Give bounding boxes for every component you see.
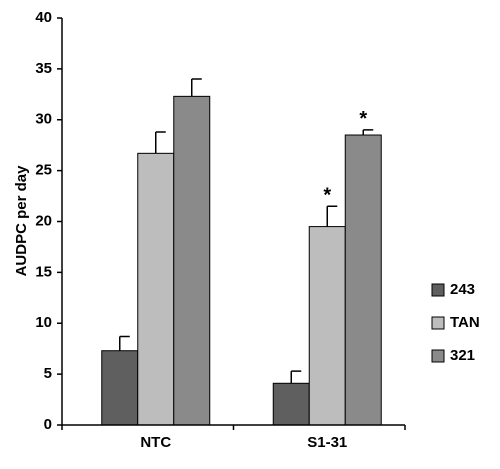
bar [173,95,211,426]
x-tick-label: S1-31 [307,434,347,451]
error-bar [362,129,374,136]
y-tick-label: 15 [35,263,52,280]
y-tick-label: 10 [35,314,52,331]
error-bar [155,131,166,154]
y-tick-label: 30 [35,111,52,128]
y-tick-label: 20 [35,212,52,229]
y-tick-label: 35 [35,60,52,77]
error-bar [191,78,202,97]
bar [308,226,346,426]
legend-label: TAN [450,314,480,331]
y-axis-label: AUDPC per day [13,165,30,277]
bar [137,152,175,426]
bar [272,382,310,426]
legend-swatch [431,349,445,363]
y-tick-label: 25 [35,162,52,179]
y-tick-label: 0 [44,416,52,433]
legend-label: 321 [450,347,475,364]
significance-mark: * [359,108,367,130]
bar [101,350,139,426]
bar [344,134,382,426]
y-tick-label: 40 [35,9,52,26]
error-bar [290,370,302,384]
x-tick-label: NTC [140,434,171,451]
legend-label: 243 [450,281,475,298]
error-bar [326,205,338,227]
y-tick-label: 5 [44,365,52,382]
error-bar [119,335,130,351]
legend-swatch [431,316,445,330]
legend-swatch [431,283,445,297]
significance-mark: * [323,185,331,207]
